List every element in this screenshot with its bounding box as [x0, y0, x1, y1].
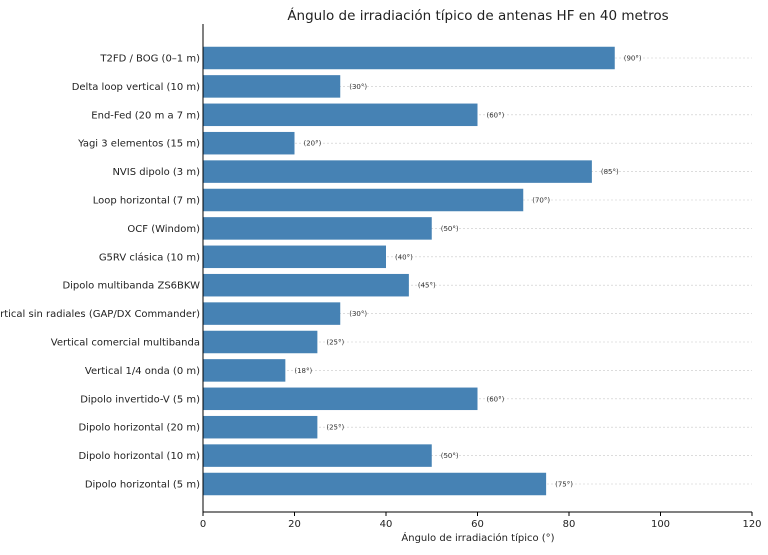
category-label: Dipolo horizontal (20 m)	[78, 423, 200, 434]
data-label: (25°)	[326, 424, 344, 432]
x-tick-label: 40	[380, 519, 393, 530]
data-label: (50°)	[441, 452, 459, 460]
bars	[203, 46, 615, 496]
category-labels: T2FD / BOG (0–1 m) Delta loop vertical (1…	[0, 54, 200, 491]
bar	[203, 273, 409, 297]
category-label: Delta loop vertical (10 m)	[72, 82, 200, 93]
category-label: Loop horizontal (7 m)	[93, 196, 200, 207]
x-tick-label: 60	[471, 519, 484, 530]
bar	[203, 359, 286, 382]
category-label: Vertical comercial multibanda	[51, 338, 200, 349]
data-label: (18°)	[294, 367, 312, 375]
data-label: (70°)	[532, 197, 550, 205]
bar	[203, 330, 318, 354]
x-tick-label: 0	[200, 519, 206, 530]
bar	[203, 75, 341, 98]
category-label: Dipolo horizontal (10 m)	[78, 451, 200, 462]
x-tick-label: 20	[288, 519, 301, 530]
data-label: (30°)	[349, 310, 367, 318]
data-label: (50°)	[441, 225, 459, 233]
grid-lines	[203, 57, 752, 485]
category-label: NVIS dipolo (3 m)	[112, 167, 200, 178]
bar	[203, 46, 615, 70]
bar	[203, 131, 295, 155]
x-ticks: 0 20 40 60 80 100 120	[200, 512, 762, 530]
category-label: G5RV clásica (10 m)	[99, 251, 200, 263]
data-label: (30°)	[349, 83, 367, 91]
data-labels: (90°) (30°) (60°) (20°) (85°) (70°) (50°) (40°)…	[294, 55, 642, 489]
bar	[203, 472, 547, 496]
bar	[203, 217, 432, 240]
category-label: Dipolo multibanda ZS6BKW	[62, 281, 200, 292]
data-label: (60°)	[487, 395, 505, 403]
data-label: (60°)	[487, 111, 505, 119]
category-label: Yagi 3 elementos (15 m)	[77, 139, 200, 150]
data-label: (75°)	[555, 481, 573, 489]
bar	[203, 103, 478, 127]
bar	[203, 160, 592, 183]
category-label: Vertical sin radiales (GAP/DX Commander)	[0, 309, 200, 320]
bar	[203, 188, 524, 212]
category-label: End-Fed (20 m a 7 m)	[91, 110, 200, 121]
bar	[203, 444, 432, 467]
x-axis-label: Ángulo de irradiación típico (°)	[401, 531, 554, 544]
data-label: (20°)	[304, 140, 322, 148]
x-tick-label: 120	[742, 519, 761, 530]
data-label: (90°)	[624, 55, 642, 63]
category-label: Vertical 1/4 onda (0 m)	[85, 366, 200, 377]
bar	[203, 245, 386, 269]
data-label: (25°)	[326, 339, 344, 347]
data-label: (85°)	[601, 168, 619, 176]
bar	[203, 415, 318, 439]
bar	[203, 302, 341, 325]
data-label: (45°)	[418, 282, 436, 290]
x-tick-label: 80	[563, 519, 576, 530]
category-label: Dipolo horizontal (5 m)	[85, 480, 200, 491]
x-tick-label: 100	[651, 519, 670, 530]
chart-title: Ángulo de irradiación típico de antenas …	[287, 7, 668, 24]
category-label: Dipolo invertido-V (5 m)	[80, 394, 200, 405]
category-label: OCF (Windom)	[127, 224, 200, 235]
bar	[203, 387, 478, 411]
data-label: (40°)	[395, 253, 413, 261]
category-label: T2FD / BOG (0–1 m)	[99, 54, 200, 65]
